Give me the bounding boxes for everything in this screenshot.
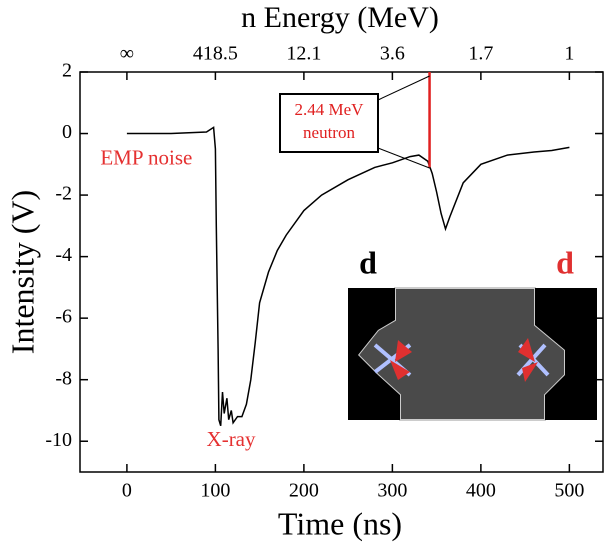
inset-anvil [535,288,597,420]
x-tick-label: 200 [289,480,319,502]
plot-frame [79,71,604,473]
y-tick-label: 2 [62,60,72,82]
annotation-text: neutron [303,123,355,142]
y-axis-title: Intensity (V) [4,190,40,354]
x-tick-label: 500 [554,480,584,502]
y-tick-label: -6 [55,306,72,328]
x2-tick-label: 1.7 [468,43,493,65]
x2-tick-label: 12.1 [286,43,321,65]
x-tick-label: 300 [377,480,407,502]
leader [377,75,430,101]
inset-label: d [359,244,377,280]
inset-marker [390,340,412,380]
y-tick-label: -8 [55,367,72,389]
y-tick-label: -10 [45,429,72,451]
y-tick-label: -2 [55,183,72,205]
x-tick-label: 0 [122,480,132,502]
data-line [126,126,570,427]
y-tick-label: 0 [62,121,72,143]
x-tick-label: 100 [200,480,230,502]
inset-marker [518,338,538,382]
x2-tick-label: ∞ [120,43,134,65]
inset-label: d [556,244,574,280]
top-axis-title: n Energy (MeV) [241,1,439,34]
x2-tick-label: 418.5 [193,43,238,65]
x-tick-label: 400 [466,480,496,502]
x-axis-title: Time (ns) [278,505,402,541]
annotation-box [279,93,379,153]
y-tick-label: -4 [55,244,72,266]
annotation-text: 2.44 MeV [295,100,365,119]
x2-tick-label: 1 [564,43,574,65]
leader [377,147,430,169]
annotation: EMP noise [100,146,192,170]
x2-tick-label: 3.6 [380,43,405,65]
inset-anvil [348,288,400,420]
annotation: X-ray [207,427,256,451]
inset-image: d d [348,244,597,421]
